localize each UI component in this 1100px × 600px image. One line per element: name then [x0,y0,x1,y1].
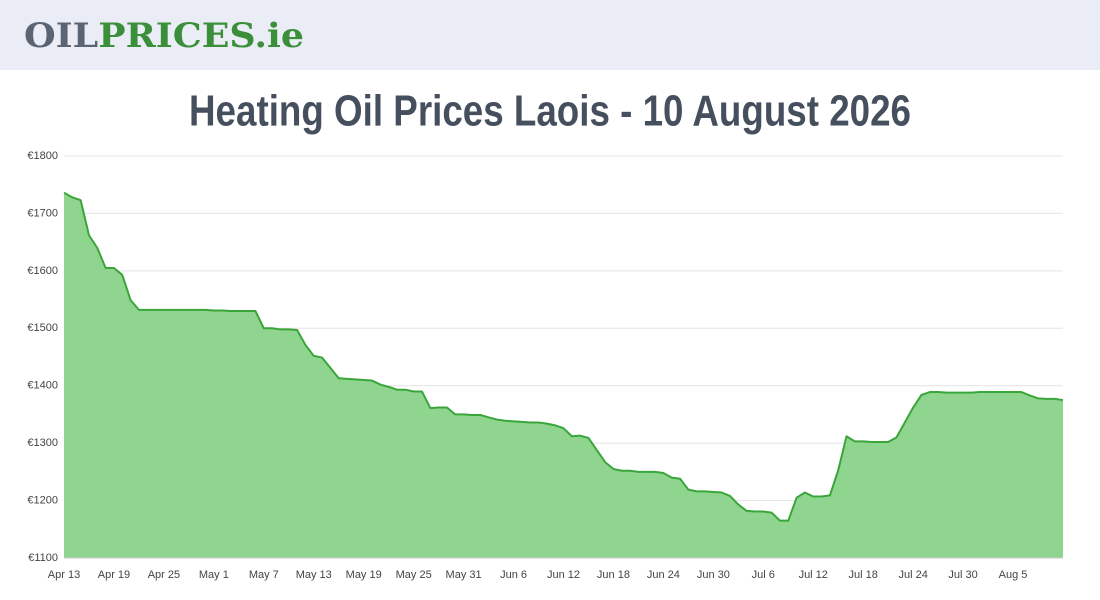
area [64,192,1063,559]
logo-part: OIL [24,16,98,56]
x-tick-label: Apr 25 [148,569,180,581]
x-tick-label: Jun 30 [697,569,730,581]
x-tick-label: Aug 5 [999,569,1028,581]
logo-part: .ie [254,16,304,56]
x-tick-label: Jun 24 [647,569,680,581]
x-tick-label: Jun 6 [500,569,527,581]
y-tick-label: €1800 [27,150,58,162]
y-tick-label: €1400 [27,380,58,392]
x-tick-label: May 13 [296,569,332,581]
header-bar [0,0,1100,70]
y-tick-label: €1700 [27,207,58,219]
y-tick-label: €1500 [27,322,58,334]
line [63,191,1064,522]
x-tick-label: May 1 [199,569,229,581]
logo-part: PRICES [98,16,254,56]
x-tick-label: Jul 6 [752,569,775,581]
y-tick-label: €1100 [28,552,58,564]
x-tick-label: Jun 12 [547,569,580,581]
x-tick-label: Jul 24 [898,569,927,581]
x-tick-label: Jul 12 [799,569,828,581]
x-tick-label: May 31 [446,569,482,581]
logo[interactable]: OIL PRICES .ie [24,16,304,56]
x-tick-label: May 19 [346,569,382,581]
y-tick-label: €1600 [27,265,58,277]
y-tick-label: €1300 [27,437,58,449]
x-tick-label: May 7 [249,569,279,581]
x-tick-label: Jul 18 [849,569,878,581]
y-tick-label: €1200 [27,494,58,506]
x-tick-label: Apr 13 [48,569,80,581]
x-tick-label: May 25 [396,569,432,581]
x-tick-label: Jun 18 [597,569,630,581]
x-tick-label: Apr 19 [98,569,130,581]
chart-title: Heating Oil Prices Laois - 10 August 202… [189,87,911,136]
x-tick-label: Jul 30 [948,569,977,581]
